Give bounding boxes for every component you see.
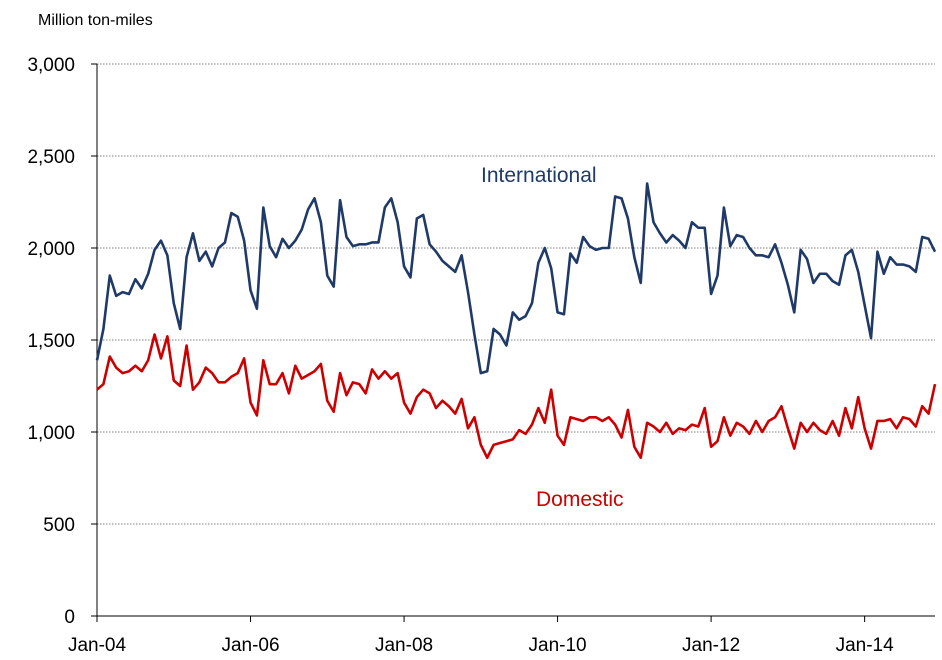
series-lines <box>95 182 937 460</box>
y-axis-ticks: 0 500 1,000 1,500 2,000 2,500 3,000 <box>27 55 97 628</box>
y-tick-label: 2,500 <box>27 147 75 168</box>
y-tick-label: 1,500 <box>27 331 75 352</box>
x-tick-label: Jan-10 <box>529 635 587 656</box>
y-axis-unit-label: Million ton-miles <box>38 12 153 29</box>
x-tick-label: Jan-04 <box>68 635 127 656</box>
x-tick-label: Jan-14 <box>836 635 895 656</box>
y-tick-label: 2,000 <box>27 239 75 260</box>
series-label-international: International <box>481 164 597 187</box>
series-label-domestic: Domestic <box>536 488 624 511</box>
y-tick-label: 500 <box>43 515 75 536</box>
series-line-international <box>95 182 937 375</box>
x-tick-label: Jan-06 <box>221 635 279 656</box>
series-line-domestic <box>96 333 937 460</box>
x-tick-label: Jan-12 <box>682 635 740 656</box>
y-tick-label: 3,000 <box>27 55 75 76</box>
gridlines <box>97 63 935 525</box>
y-tick-label: 1,000 <box>27 423 75 444</box>
x-axis-ticks: Jan-04 Jan-06 Jan-08 Jan-10 Jan-12 Jan-14 <box>68 616 894 656</box>
y-tick-label: 0 <box>64 607 75 628</box>
x-tick-label: Jan-08 <box>375 635 433 656</box>
